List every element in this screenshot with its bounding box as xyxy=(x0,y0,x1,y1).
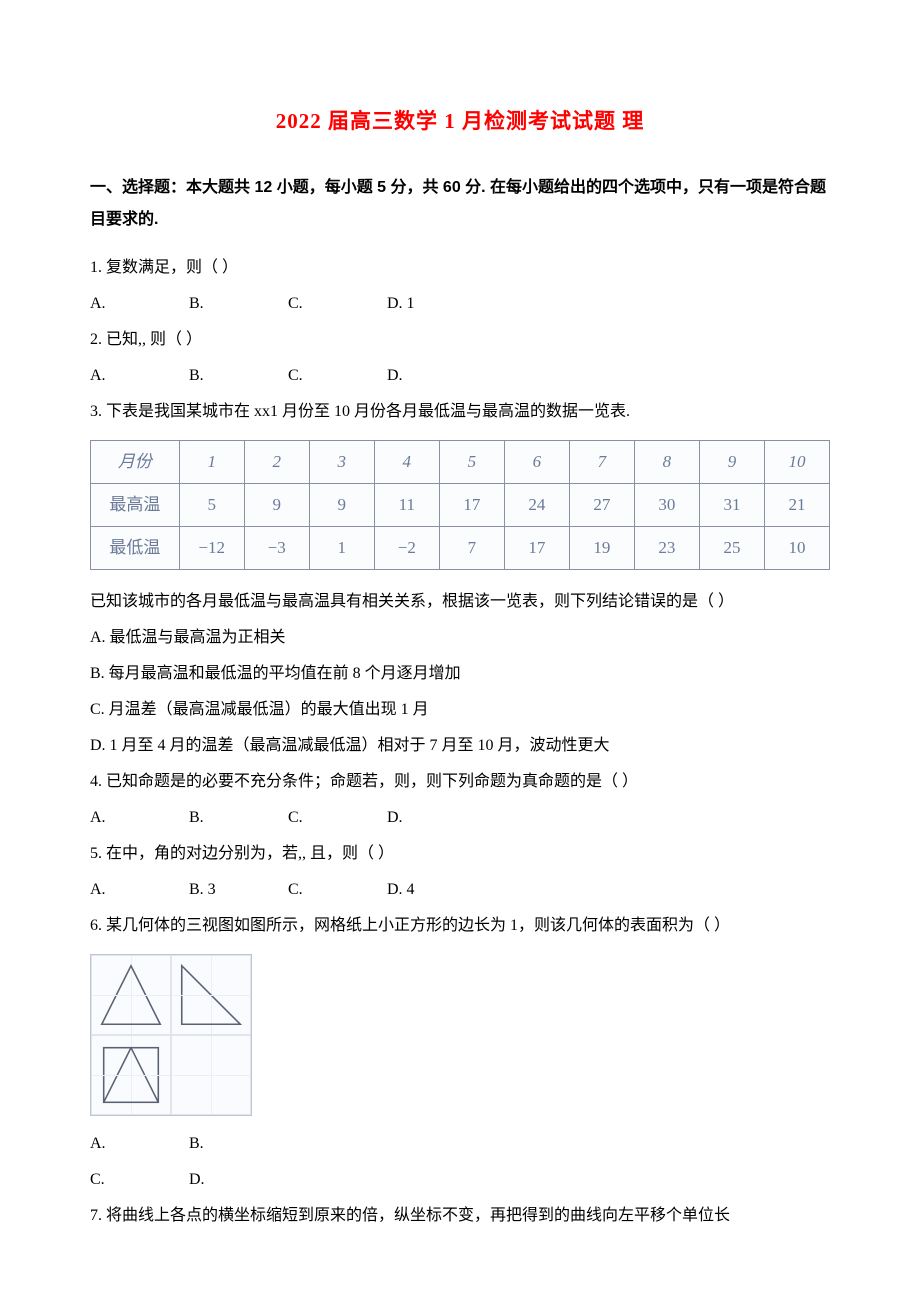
table-cell: 30 xyxy=(634,484,699,527)
option-B: B. xyxy=(189,1128,284,1160)
table-header-cell: 6 xyxy=(504,441,569,484)
question-1-options: A. B. C. D. 1 xyxy=(90,288,830,320)
option-B: B. 3 xyxy=(189,874,284,906)
table-header-row: 月份12345678910 xyxy=(91,441,830,484)
table-cell: 31 xyxy=(699,484,764,527)
table-row: 最低温−12−31−271719232510 xyxy=(91,527,830,570)
table-cell: −3 xyxy=(244,527,309,570)
option-D: D. 1 xyxy=(387,288,482,320)
table-cell: 最高温 xyxy=(91,484,180,527)
temperature-table: 月份12345678910 最高温59911172427303121最低温−12… xyxy=(90,440,830,570)
table-cell: 9 xyxy=(309,484,374,527)
triangle-right-icon xyxy=(182,966,241,1025)
question-1: 1. 复数满足，则（ ） xyxy=(90,252,830,284)
question-2: 2. 已知,, 则（ ） xyxy=(90,324,830,356)
table-cell: −2 xyxy=(374,527,439,570)
question-3-option-B: B. 每月最高温和最低温的平均值在前 8 个月逐月增加 xyxy=(90,658,830,690)
table-header-cell: 1 xyxy=(179,441,244,484)
diagonal-line-icon xyxy=(131,1048,158,1103)
table-header-cell: 月份 xyxy=(91,441,180,484)
option-C: C. xyxy=(288,288,383,320)
table-cell: 7 xyxy=(439,527,504,570)
question-6: 6. 某几何体的三视图如图所示，网格纸上小正方形的边长为 1，则该几何体的表面积… xyxy=(90,910,830,942)
section-heading: 一、选择题：本大题共 12 小题，每小题 5 分，共 60 分. 在每小题给出的… xyxy=(90,172,830,236)
question-3: 3. 下表是我国某城市在 xx1 月份至 10 月份各月最低温与最高温的数据一览… xyxy=(90,396,830,428)
question-2-options: A. B. C. D. xyxy=(90,360,830,392)
option-D: D. 4 xyxy=(387,874,482,906)
option-D: D. xyxy=(387,360,482,392)
question-5: 5. 在中，角的对边分别为，若,, 且，则（ ） xyxy=(90,838,830,870)
option-D: D. xyxy=(189,1164,284,1196)
option-C: C. xyxy=(288,874,383,906)
table-cell: 27 xyxy=(569,484,634,527)
table-cell: 19 xyxy=(569,527,634,570)
option-A: A. xyxy=(90,1128,185,1160)
table-header-cell: 4 xyxy=(374,441,439,484)
question-5-options: A. B. 3 C. D. 4 xyxy=(90,874,830,906)
question-4: 4. 已知命题是的必要不充分条件；命题若，则，则下列命题为真命题的是（ ） xyxy=(90,766,830,798)
table-cell: 21 xyxy=(764,484,829,527)
table-cell: 1 xyxy=(309,527,374,570)
option-B: B. xyxy=(189,360,284,392)
option-C: C. xyxy=(90,1164,185,1196)
question-3-option-D: D. 1 月至 4 月的温差（最高温减最低温）相对于 7 月至 10 月，波动性… xyxy=(90,730,830,762)
question-6-options-row2: C. D. xyxy=(90,1164,830,1196)
table-cell: 11 xyxy=(374,484,439,527)
three-view-bottom-right xyxy=(171,1035,251,1115)
three-view-bottom-left xyxy=(91,1035,171,1115)
table-cell: 10 xyxy=(764,527,829,570)
question-7: 7. 将曲线上各点的横坐标缩短到原来的倍，纵坐标不变，再把得到的曲线向左平移个单… xyxy=(90,1200,830,1232)
option-C: C. xyxy=(288,360,383,392)
option-D: D. xyxy=(387,802,482,834)
table-cell: 9 xyxy=(244,484,309,527)
table-cell: 最低温 xyxy=(91,527,180,570)
question-4-options: A. B. C. D. xyxy=(90,802,830,834)
option-A: A. xyxy=(90,288,185,320)
three-view-top-right xyxy=(171,955,251,1035)
option-B: B. xyxy=(189,802,284,834)
table-header-cell: 7 xyxy=(569,441,634,484)
table-cell: 17 xyxy=(504,527,569,570)
option-C: C. xyxy=(288,802,383,834)
question-3-post: 已知该城市的各月最低温与最高温具有相关关系，根据该一览表，则下列结论错误的是（ … xyxy=(90,586,830,618)
option-A: A. xyxy=(90,802,185,834)
option-A: A. xyxy=(90,874,185,906)
question-3-option-C: C. 月温差（最高温减最低温）的最大值出现 1 月 xyxy=(90,694,830,726)
table-header-cell: 5 xyxy=(439,441,504,484)
option-B: B. xyxy=(189,288,284,320)
three-view-diagram xyxy=(90,954,252,1116)
square-icon xyxy=(104,1048,159,1103)
table-cell: 24 xyxy=(504,484,569,527)
table-header-cell: 3 xyxy=(309,441,374,484)
table-cell: 17 xyxy=(439,484,504,527)
question-6-options-row1: A. B. xyxy=(90,1128,830,1160)
table-cell: −12 xyxy=(179,527,244,570)
three-view-top-left xyxy=(91,955,171,1035)
table-header-cell: 8 xyxy=(634,441,699,484)
page-title: 2022 届高三数学 1 月检测考试试题 理 xyxy=(90,100,830,142)
table-cell: 5 xyxy=(179,484,244,527)
table-row: 最高温59911172427303121 xyxy=(91,484,830,527)
table-header-cell: 10 xyxy=(764,441,829,484)
option-A: A. xyxy=(90,360,185,392)
question-3-option-A: A. 最低温与最高温为正相关 xyxy=(90,622,830,654)
triangle-iso-icon xyxy=(102,966,161,1025)
table-header-cell: 9 xyxy=(699,441,764,484)
diagonal-line-icon xyxy=(104,1048,131,1103)
table-cell: 23 xyxy=(634,527,699,570)
table-cell: 25 xyxy=(699,527,764,570)
table-header-cell: 2 xyxy=(244,441,309,484)
